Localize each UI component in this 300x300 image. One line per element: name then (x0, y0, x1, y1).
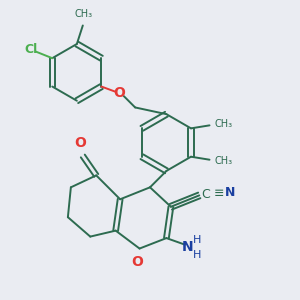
Text: N: N (225, 187, 236, 200)
Text: Cl: Cl (24, 43, 38, 56)
Text: CH₃: CH₃ (214, 119, 232, 130)
Text: CH₃: CH₃ (74, 9, 92, 19)
Text: H: H (193, 250, 202, 260)
Text: O: O (113, 86, 125, 100)
Text: O: O (74, 136, 86, 150)
Text: ≡: ≡ (214, 187, 225, 200)
Text: O: O (131, 254, 143, 268)
Text: H: H (193, 236, 202, 245)
Text: C: C (201, 188, 210, 201)
Text: CH₃: CH₃ (214, 156, 232, 166)
Text: N: N (182, 240, 194, 254)
